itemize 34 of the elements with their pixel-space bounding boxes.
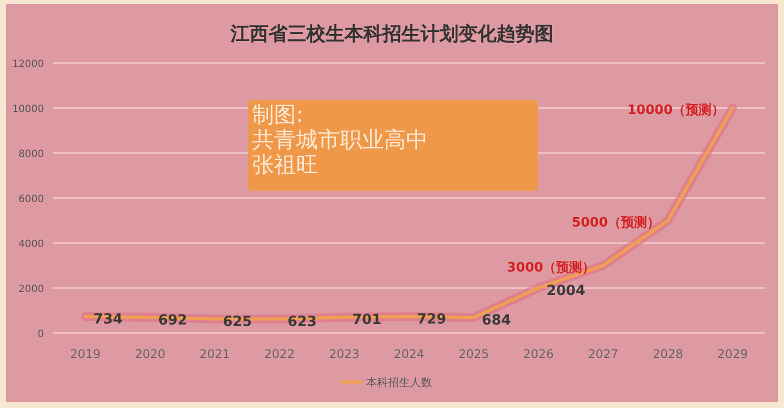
data-label: 684: [482, 312, 512, 329]
y-tick-label: 2000: [18, 284, 44, 295]
data-label: 3000（预测）: [506, 260, 596, 276]
x-tick-label: 2022: [264, 347, 295, 361]
y-tick-label: 8000: [18, 149, 44, 160]
y-tick-label: 4000: [18, 239, 44, 250]
x-tick-label: 2024: [394, 347, 424, 361]
annotation: 共青城市职业高中: [252, 128, 428, 153]
x-tick-label: 2027: [588, 347, 618, 361]
y-tick-label: 0: [38, 329, 44, 340]
x-tick-label: 2029: [717, 347, 748, 361]
y-tick-label: 10000: [12, 104, 44, 115]
chart-title: 江西省三校生本科招生计划变化趋势图: [230, 23, 554, 45]
x-tick-label: 2028: [652, 347, 684, 361]
x-tick-label: 2023: [329, 347, 360, 361]
x-tick-label: 2025: [458, 347, 489, 361]
y-tick-label: 12000: [12, 59, 44, 70]
data-label: 692: [158, 312, 188, 328]
data-label: 10000（预测）: [627, 103, 725, 118]
annotation: 张祖旺: [252, 153, 318, 178]
annotation: 制图:: [252, 103, 304, 128]
data-label: 701: [352, 312, 382, 328]
legend-label: 本科招生人数: [366, 376, 432, 389]
x-tick-label: 2019: [70, 347, 101, 361]
data-label: 734: [93, 311, 123, 328]
y-tick-label: 6000: [18, 194, 44, 205]
data-label: 5000（预测）: [572, 216, 660, 230]
x-tick-label: 2021: [200, 347, 230, 361]
x-tick-label: 2026: [523, 347, 554, 361]
data-label: 623: [288, 314, 317, 330]
data-label: 2004: [546, 282, 586, 299]
data-label: 729: [417, 312, 446, 328]
data-label: 625: [222, 314, 252, 330]
x-tick-label: 2020: [134, 347, 166, 361]
